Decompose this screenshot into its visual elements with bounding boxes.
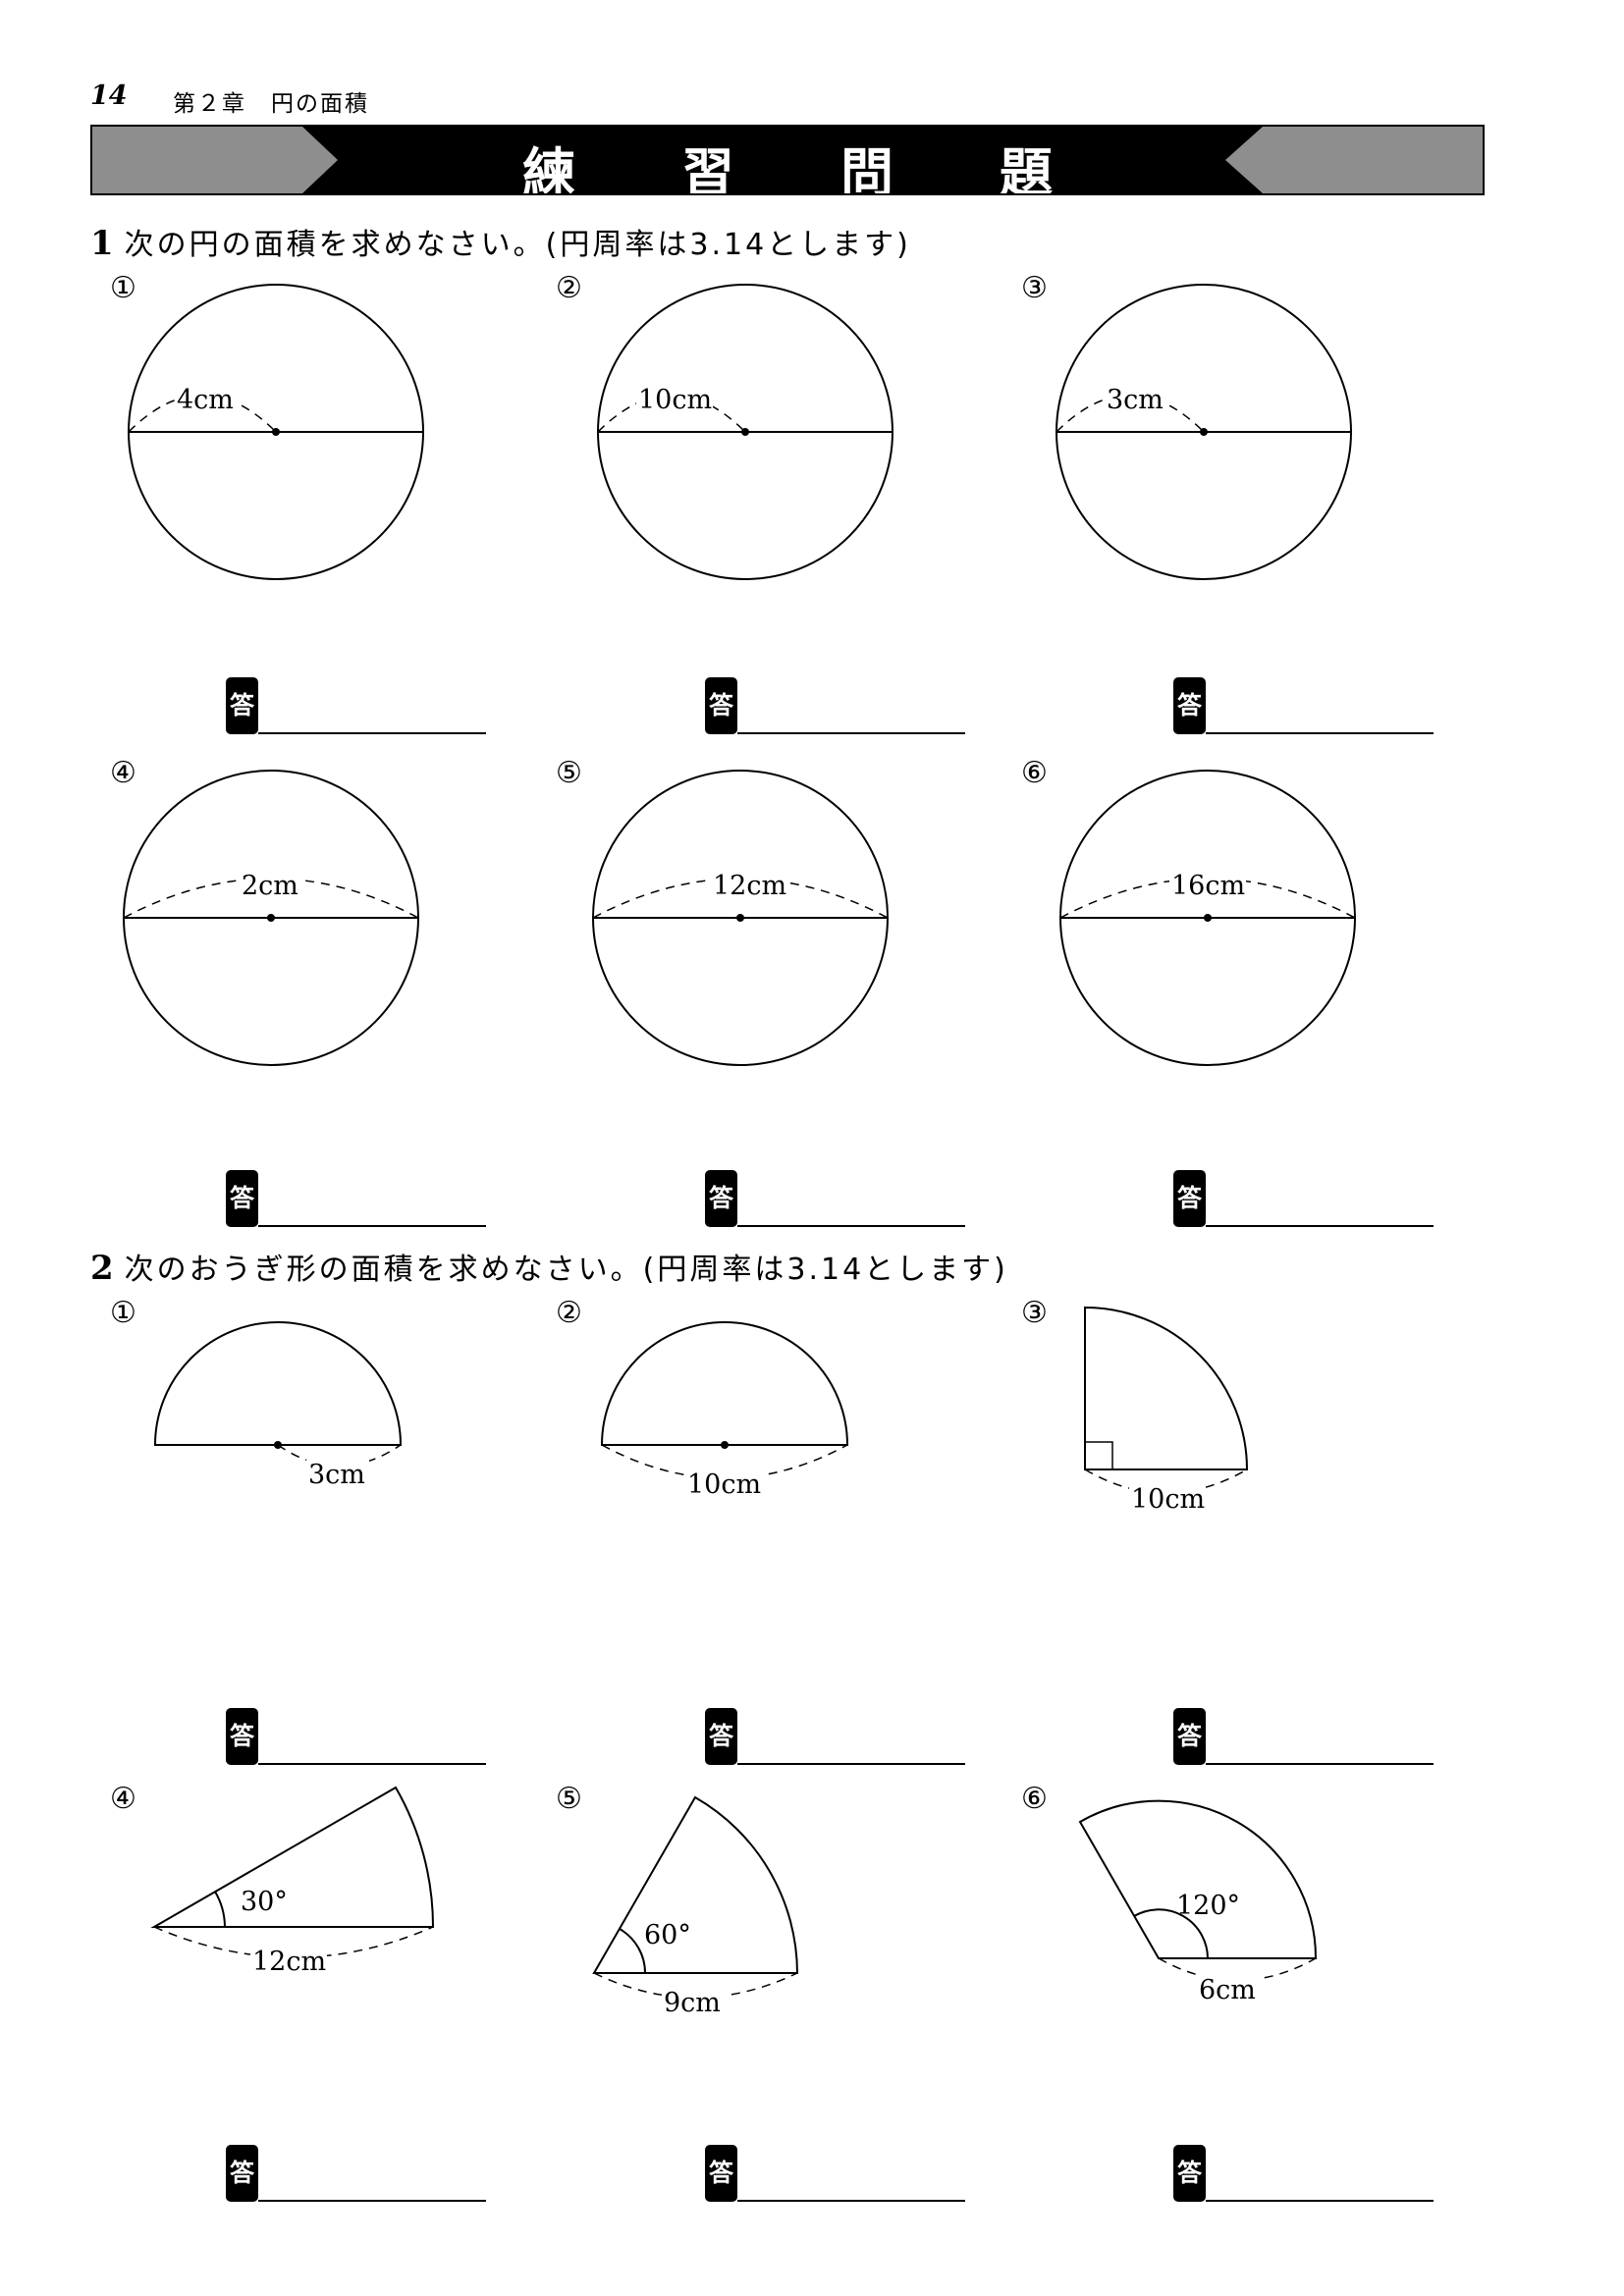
q1-fig3-center [1200,428,1208,436]
q1-fig2-measure: 10cm [638,385,712,415]
q1-fig6-measure: 16cm [1171,871,1245,901]
answer-badge: 答 [705,1170,737,1227]
q2-fig1-center [274,1441,282,1449]
q2-answer-5[interactable]: 答 [705,2145,965,2202]
q1-fig5-center [736,914,744,922]
q2-fig2-measure: 10cm [687,1469,761,1500]
answer-badge: 答 [1173,677,1206,734]
q1-answer-1[interactable]: 答 [226,677,486,734]
q2-fig1-measure: 3cm [308,1460,365,1490]
q1-fig6-center [1204,914,1212,922]
answer-line[interactable] [1206,1763,1434,1765]
q2-fig5-angle: 60° [644,1920,691,1950]
answer-badge: 答 [705,1708,737,1765]
answer-line[interactable] [737,1763,965,1765]
q1-fig5-measure: 12cm [713,871,786,901]
q2-fig6-measure: 6cm [1199,1975,1256,2005]
answer-badge: 答 [226,2145,258,2202]
answer-line[interactable] [258,732,486,734]
q1-answer-3[interactable]: 答 [1173,677,1434,734]
answer-badge: 答 [705,677,737,734]
answer-line[interactable] [737,2200,965,2202]
q2-fig2-semicircle [602,1322,847,1478]
q2-fig3-quarter-circle [1085,1308,1247,1493]
q2-answer-2[interactable]: 答 [705,1708,965,1765]
answer-line[interactable] [737,732,965,734]
answer-badge: 答 [226,677,258,734]
answer-line[interactable] [1206,2200,1434,2202]
q2-fig3-measure: 10cm [1131,1484,1205,1515]
q2-fig4-measure: 12cm [252,1947,326,1977]
answer-badge: 答 [1173,1708,1206,1765]
q1-answer-5[interactable]: 答 [705,1170,965,1227]
answer-line[interactable] [737,1225,965,1227]
answer-badge: 答 [1173,1170,1206,1227]
q1-fig1-center [272,428,280,436]
answer-badge: 答 [1173,2145,1206,2202]
answer-badge: 答 [705,2145,737,2202]
q2-answer-3[interactable]: 答 [1173,1708,1434,1765]
q2-fig5-measure: 9cm [664,1988,721,2018]
answer-line[interactable] [1206,732,1434,734]
q1-answer-6[interactable]: 答 [1173,1170,1434,1227]
q2-fig6-angle: 120° [1176,1891,1240,1921]
q1-answer-2[interactable]: 答 [705,677,965,734]
q1-fig3-measure: 3cm [1107,385,1164,415]
answer-badge: 答 [226,1708,258,1765]
q1-answer-4[interactable]: 答 [226,1170,486,1227]
q1-fig4-center [267,914,275,922]
q1-fig1-measure: 4cm [177,385,234,415]
q2-answer-1[interactable]: 答 [226,1708,486,1765]
answer-line[interactable] [258,2200,486,2202]
answer-badge: 答 [226,1170,258,1227]
q2-fig4-angle: 30° [241,1887,288,1917]
q1-fig4-measure: 2cm [242,871,298,901]
answer-line[interactable] [258,1225,486,1227]
answer-line[interactable] [258,1763,486,1765]
answer-line[interactable] [1206,1225,1434,1227]
q2-answer-6[interactable]: 答 [1173,2145,1434,2202]
q2-fig2-center [721,1441,729,1449]
q2-fig5-sector [594,1797,797,1998]
q2-answer-4[interactable]: 答 [226,2145,486,2202]
q1-fig2-center [741,428,749,436]
q2-fig4-sector [154,1788,433,1957]
